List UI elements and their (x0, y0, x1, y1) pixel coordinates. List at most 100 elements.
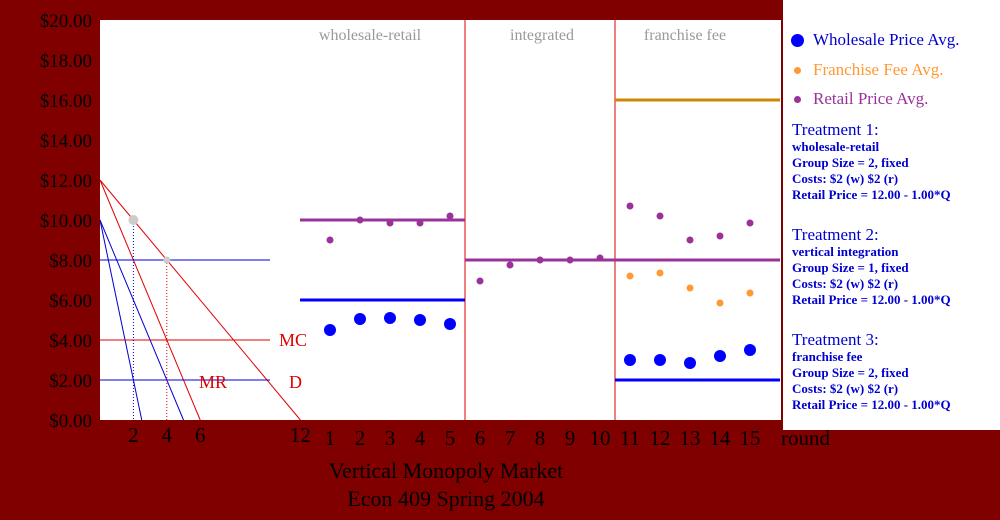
x-tick-round: 7 (505, 426, 516, 450)
data-point (654, 354, 666, 366)
data-point (626, 202, 634, 210)
x-tick-quantity: 12 (290, 423, 311, 447)
data-point (324, 324, 336, 336)
y-tick-label: $4.00 (49, 331, 92, 352)
data-point (624, 354, 636, 366)
legend-panel: Wholesale Price Avg. Franchise Fee Avg. … (783, 0, 1000, 430)
data-point (656, 269, 664, 277)
x-tick-round: 14 (710, 426, 732, 450)
x-tick-round: 10 (590, 426, 611, 450)
x-tick-round: 13 (680, 426, 701, 450)
section-label: integrated (510, 27, 574, 44)
data-point (414, 314, 426, 326)
data-point (444, 318, 456, 330)
treatment-2-heading: Treatment 2: (792, 225, 879, 244)
legend-item-franchise: Franchise Fee Avg. (791, 57, 943, 83)
data-point (716, 232, 724, 240)
treatment-1-group: Group Size = 2, fixed (792, 155, 909, 170)
data-point (446, 212, 454, 220)
treatment-sections: wholesale-retail integrated franchise fee (319, 20, 726, 420)
x-tick-round: 12 (650, 426, 671, 450)
treatment-2-group: Group Size = 1, fixed (792, 260, 909, 275)
y-tick-label: $2.00 (49, 371, 92, 392)
data-point (744, 344, 756, 356)
reference-lines (300, 98, 780, 382)
derived-demand-curve (99, 219, 184, 421)
data-point (656, 212, 664, 220)
data-point (684, 357, 696, 369)
data-point (354, 313, 366, 325)
data-point (714, 350, 726, 362)
chart-title-line-2: Econ 409 Spring 2004 (347, 486, 544, 511)
y-tick-label: $12.00 (40, 171, 92, 192)
x-tick-round: 1 (325, 426, 336, 450)
data-point (746, 289, 754, 297)
data-point (626, 272, 634, 280)
treatment-2-demand: Retail Price = 12.00 - 1.00*Q (792, 292, 951, 307)
demand-label: D (289, 372, 302, 392)
treatment-3-heading: Treatment 3: (792, 330, 879, 349)
x-tick-round: 8 (535, 426, 546, 450)
theory-point (163, 256, 171, 264)
treatment-2-costs: Costs: $2 (w) $2 (r) (792, 276, 899, 291)
data-point (476, 277, 484, 285)
data-point (384, 312, 396, 324)
x-tick-quantity: 4 (162, 423, 173, 447)
section-label: franchise fee (644, 27, 726, 44)
x-axis-ticks: 1 2 3 4 5 6 7 8 9 10 11 12 13 14 152 4 6 12 (128, 423, 760, 450)
treatment-2-info: Treatment 2: vertical integration Group … (792, 225, 951, 308)
derived-mr-curve (99, 219, 143, 421)
data-point (716, 299, 724, 307)
mc-label: MC (279, 330, 307, 350)
x-axis-label: round (781, 426, 830, 450)
treatment-3-demand: Retail Price = 12.00 - 1.00*Q (792, 397, 951, 412)
legend-label-retail: Retail Price Avg. (813, 89, 929, 108)
wholesale-dot-icon (791, 33, 804, 47)
x-tick-round: 6 (475, 426, 486, 450)
franchise-dot-icon (794, 66, 801, 74)
treatment-3-name: franchise fee (792, 349, 863, 364)
x-tick-round: 5 (445, 426, 456, 450)
data-point (386, 219, 394, 227)
legend-item-wholesale: Wholesale Price Avg. (791, 27, 960, 53)
x-tick-quantity: 2 (128, 423, 139, 447)
data-point (686, 236, 694, 244)
treatment-1-demand: Retail Price = 12.00 - 1.00*Q (792, 187, 951, 202)
y-tick-label: $0.00 (49, 411, 92, 432)
data-point (326, 236, 334, 244)
data-point (746, 219, 754, 227)
y-axis-ticks: $0.00 $2.00 $4.00 $6.00 $8.00 $10.00 $12.00 $14… (40, 11, 92, 432)
legend-item-retail: Retail Price Avg. (791, 86, 928, 112)
y-tick-label: $8.00 (49, 251, 92, 272)
treatment-1-heading: Treatment 1: (792, 120, 879, 139)
y-tick-label: $6.00 (49, 291, 92, 312)
treatment-2-name: vertical integration (792, 244, 899, 259)
x-tick-round: 15 (740, 426, 761, 450)
treatment-1-costs: Costs: $2 (w) $2 (r) (792, 171, 899, 186)
x-tick-round: 11 (620, 426, 640, 450)
chart-title-line-1: Vertical Monopoly Market (329, 458, 564, 483)
treatment-3-group: Group Size = 2, fixed (792, 365, 909, 380)
data-point (506, 261, 514, 269)
retail-dot-icon (794, 95, 801, 103)
treatment-1-info: Treatment 1: wholesale-retail Group Size… (792, 120, 951, 203)
theory-point (128, 215, 139, 225)
y-tick-label: $10.00 (40, 211, 92, 232)
treatment-1-name: wholesale-retail (792, 139, 880, 154)
data-point (416, 219, 424, 227)
x-tick-round: 4 (415, 426, 426, 450)
x-tick-quantity: 6 (195, 423, 206, 447)
treatment-3-costs: Costs: $2 (w) $2 (r) (792, 381, 899, 396)
section-label: wholesale-retail (319, 27, 422, 44)
y-tick-label: $16.00 (40, 91, 92, 112)
data-point (356, 216, 364, 224)
data-point (536, 256, 544, 264)
mr-label: MR (199, 372, 227, 392)
theory-curves: MC MR D (99, 179, 307, 421)
x-tick-round: 9 (565, 426, 576, 450)
legend-label-franchise: Franchise Fee Avg. (813, 60, 944, 79)
x-tick-round: 3 (385, 426, 396, 450)
y-tick-label: $18.00 (40, 51, 92, 72)
treatment-3-info: Treatment 3: franchise fee Group Size = … (792, 330, 951, 413)
